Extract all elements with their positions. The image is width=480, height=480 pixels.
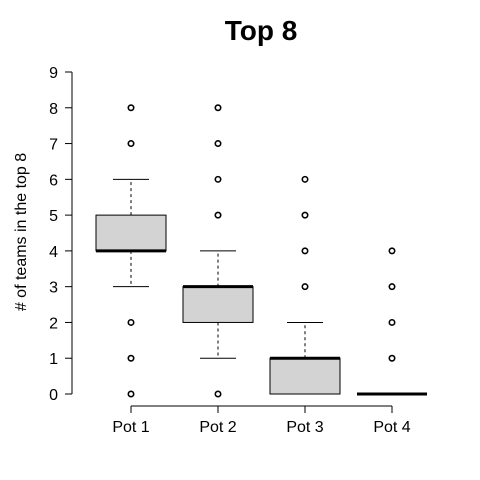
box-4 [357,247,427,396]
outlier-point [214,390,222,398]
outlier-point [127,318,135,326]
outlier-point [301,175,309,183]
x-tick-label: Pot 1 [112,419,149,436]
outlier-point [388,354,396,362]
box-3 [269,175,341,395]
y-axis-label: # of teams in the top 8 [13,153,30,311]
y-axis: 0 1 2 3 4 5 6 7 8 9 [49,65,73,404]
outlier-point [127,390,135,398]
box-2 [182,104,254,398]
outlier-point [388,247,396,255]
outlier-point [301,283,309,291]
outlier-point [214,140,222,148]
outlier-point [214,104,222,112]
x-tick-label: Pot 4 [373,419,410,436]
y-tick-label: 5 [49,208,58,225]
outlier-point [127,140,135,148]
x-tick-label: Pot 3 [286,419,323,436]
y-tick-label: 8 [49,101,58,118]
x-tick-label: Pot 2 [199,419,236,436]
y-tick-label: 1 [49,351,58,368]
y-tick-label: 7 [49,137,58,154]
y-tick-label: 9 [49,65,58,82]
outlier-point [301,211,309,219]
outlier-point [214,211,222,219]
y-tick-label: 4 [49,244,58,261]
box-body [269,357,341,395]
y-tick-label: 0 [49,387,58,404]
outlier-point [214,175,222,183]
outlier-point [301,247,309,255]
y-tick-label: 3 [49,280,58,297]
x-axis: Pot 1 Pot 2 Pot 3 Pot 4 [112,405,411,436]
y-tick-label: 2 [49,315,58,332]
outlier-point [127,104,135,112]
boxes-group [95,104,427,398]
box-1 [95,104,167,398]
box-body [182,286,254,323]
outlier-point [127,354,135,362]
outlier-point [388,318,396,326]
chart-title: Top 8 [225,15,298,46]
box-body [95,214,167,252]
outlier-point [388,283,396,291]
y-tick-label: 6 [49,172,58,189]
